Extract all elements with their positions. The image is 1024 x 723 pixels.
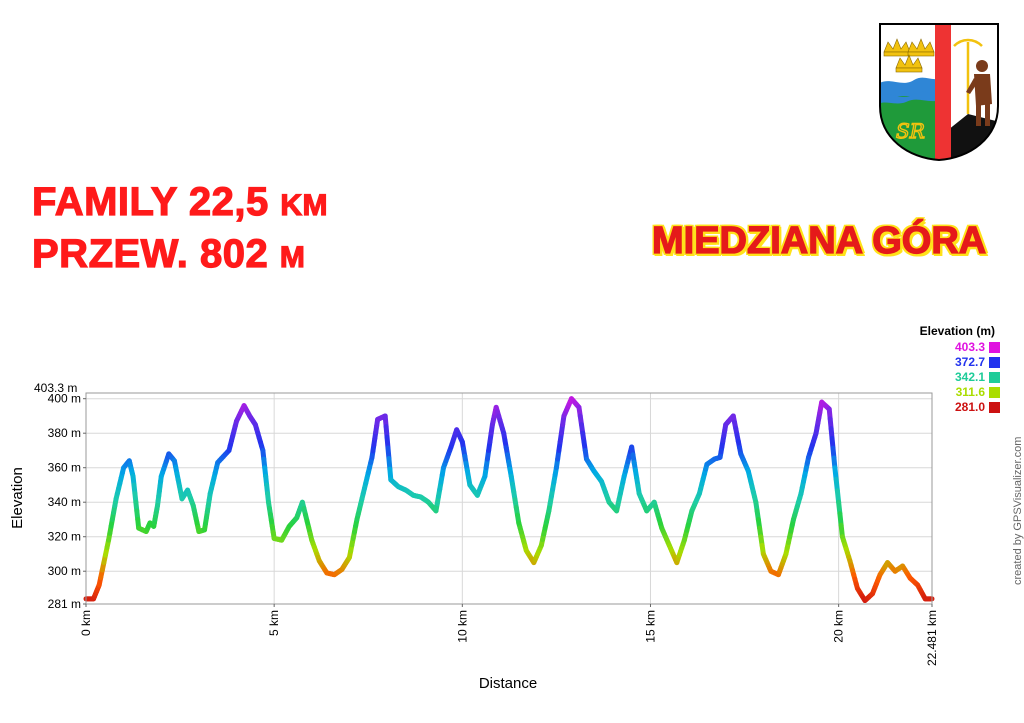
legend-entry: 342.1: [900, 370, 1000, 384]
route-ascent-line: PRZEW. 802 M: [31, 230, 328, 282]
place-name: MIEDZIANA GÓRA: [651, 219, 987, 262]
y-tick-label: 400 m: [48, 392, 81, 406]
legend-label: 403.3: [954, 340, 985, 354]
y-axis-title: Elevation: [9, 467, 26, 529]
y-tick-labels: 281 m 300 m 320 m 340 m 360 m 380 m 400 m: [48, 392, 86, 611]
credit-text: created by GPSVisualizer.com: [1012, 436, 1024, 585]
x-tick-labels: 0 km 5 km 10 km 15 km 20 km 22.481 km: [79, 604, 939, 666]
svg-text:SR: SR: [896, 119, 925, 143]
route-distance: FAMILY 22,5: [31, 179, 269, 224]
y-tick-label: 320 m: [48, 530, 81, 544]
y-tick-label: 360 m: [48, 461, 81, 475]
y-tick-label: 300 m: [48, 564, 81, 578]
chart-grid: [85, 393, 933, 605]
y-tick-label: 281 m: [48, 597, 81, 611]
x-tick-label: 0 km: [79, 610, 93, 636]
legend-label: 311.6: [955, 385, 985, 399]
route-ascent: PRZEW. 802: [31, 231, 269, 276]
x-tick-label: 15 km: [643, 610, 657, 643]
legend-swatch: [989, 386, 1000, 398]
x-tick-label: 22.481 km: [925, 610, 939, 666]
legend-swatch: [989, 401, 1000, 413]
legend-swatch: [989, 371, 1000, 383]
legend-swatch: [989, 356, 1000, 368]
legend-swatch: [989, 341, 1000, 353]
x-axis-title: Distance: [479, 675, 537, 692]
legend-label: 342.1: [954, 370, 985, 384]
route-ascent-unit: M: [279, 240, 306, 274]
elevation-series: [83, 396, 935, 604]
legend-label: 372.7: [954, 355, 985, 369]
y-tick-label: 340 m: [48, 495, 81, 509]
legend-entry: 311.6: [900, 385, 1000, 399]
route-distance-line: FAMILY 22,5 KM: [31, 178, 329, 230]
legend-entry: 281.0: [900, 400, 1000, 414]
x-tick-label: 10 km: [455, 610, 469, 643]
x-tick-label: 20 km: [832, 610, 846, 643]
legend-title: Elevation (m): [919, 324, 995, 338]
plot-frame: [85, 392, 933, 605]
x-tick-label: 5 km: [267, 610, 281, 636]
route-distance-unit: KM: [280, 188, 329, 222]
chart-axes: [85, 392, 933, 605]
legend-label: 281.0: [954, 400, 985, 414]
coat-of-arms-icon: SR: [879, 23, 999, 162]
y-max-label: 403.3 m: [34, 381, 77, 395]
legend-entry: 403.3: [900, 340, 1000, 354]
legend-entry: 372.7: [900, 355, 1000, 369]
route-summary: FAMILY 22,5 KM PRZEW. 802 M: [31, 178, 329, 282]
y-tick-label: 380 m: [48, 426, 81, 440]
